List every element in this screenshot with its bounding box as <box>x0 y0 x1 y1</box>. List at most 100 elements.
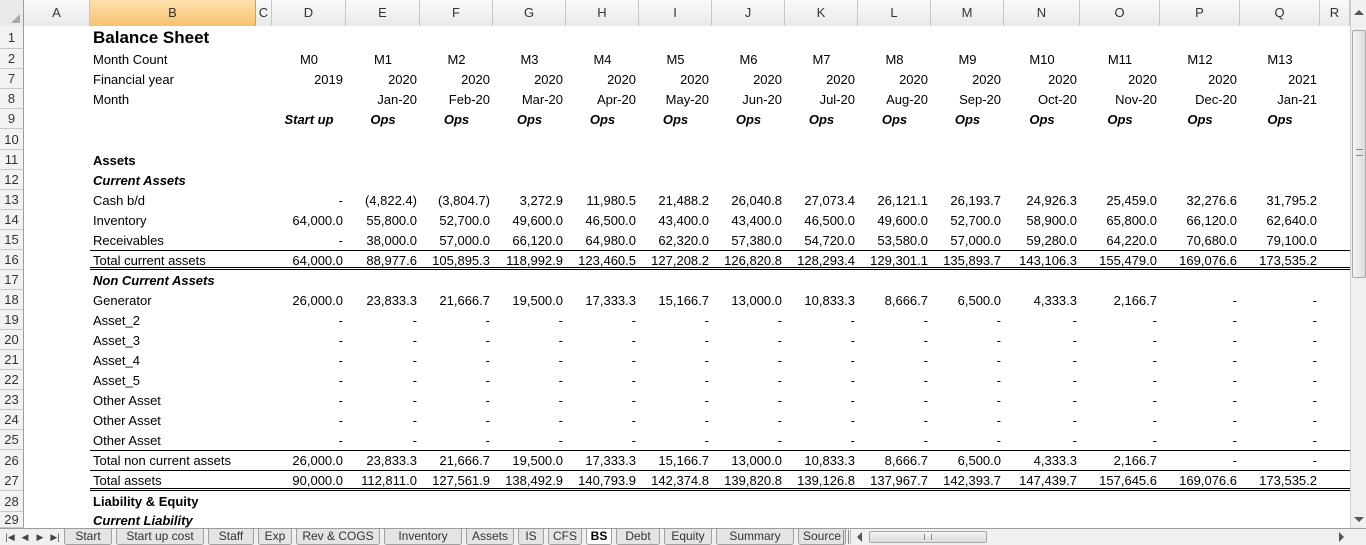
cell-H20[interactable]: - <box>631 332 636 348</box>
cell-P7[interactable]: 2020 <box>1208 71 1237 87</box>
cell-L20[interactable]: - <box>923 332 928 348</box>
sheet-tab-summary[interactable]: Summary <box>716 529 794 545</box>
cell-H7[interactable]: 2020 <box>607 71 636 87</box>
row-header-25[interactable]: 25 <box>0 430 24 450</box>
cell-N2[interactable]: M10 <box>1029 51 1055 67</box>
sheet-tab-source[interactable]: Source <box>798 529 846 545</box>
cell-G19[interactable]: - <box>558 312 563 328</box>
last-sheet-icon[interactable]: ▶| <box>50 532 60 542</box>
cell-R13[interactable]: 3 <box>1320 190 1350 210</box>
cell-F15[interactable]: 57,000.0 <box>439 232 490 248</box>
row-header-29[interactable]: 29 <box>0 512 24 528</box>
cell-M24[interactable]: - <box>996 412 1001 428</box>
cell-I2[interactable]: M5 <box>666 51 685 67</box>
cell-L7[interactable]: 2020 <box>899 71 928 87</box>
cell-G14[interactable]: 49,600.0 <box>512 212 563 228</box>
cell-E26[interactable]: 23,833.3 <box>366 453 417 468</box>
cell-Q27[interactable]: 173,535.2 <box>1259 473 1317 488</box>
cell-I22[interactable]: - <box>704 372 709 388</box>
cell-I16[interactable]: 127,208.2 <box>651 252 709 268</box>
cell-O15[interactable]: 64,220.0 <box>1106 232 1157 248</box>
cell-D15[interactable]: - <box>338 232 343 248</box>
column-header-P[interactable]: P <box>1160 0 1240 26</box>
cell-F7[interactable]: 2020 <box>461 71 490 87</box>
cell-P9[interactable]: Ops <box>1187 111 1213 127</box>
cell-Q26[interactable]: - <box>1312 453 1317 468</box>
row-header-27[interactable]: 27 <box>0 470 24 491</box>
cell-J20[interactable]: - <box>777 332 782 348</box>
cell-H25[interactable]: - <box>631 432 636 448</box>
column-header-E[interactable]: E <box>346 0 420 26</box>
cell-B14[interactable]: Inventory <box>93 212 147 228</box>
column-header-Q[interactable]: Q <box>1240 0 1320 26</box>
cell-B1[interactable]: Balance Sheet <box>93 27 210 47</box>
cell-O16[interactable]: 155,479.0 <box>1099 252 1157 268</box>
row-header-7[interactable]: 7 <box>0 69 24 89</box>
cell-P26[interactable]: - <box>1232 453 1237 468</box>
cell-G15[interactable]: 66,120.0 <box>512 232 563 248</box>
vertical-scroll-thumb[interactable] <box>1352 30 1366 278</box>
cell-I19[interactable]: - <box>704 312 709 328</box>
cell-K21[interactable]: - <box>850 352 855 368</box>
cell-J2[interactable]: M6 <box>739 51 758 67</box>
cell-B7[interactable]: Financial year <box>93 71 174 87</box>
column-header-D[interactable]: D <box>272 0 346 26</box>
cell-K25[interactable]: - <box>850 432 855 448</box>
cell-K16[interactable]: 128,293.4 <box>797 252 855 268</box>
cell-J14[interactable]: 43,400.0 <box>731 212 782 228</box>
cell-D21[interactable]: - <box>338 352 343 368</box>
cell-Q18[interactable]: - <box>1312 292 1317 308</box>
cell-M19[interactable]: - <box>996 312 1001 328</box>
row-header-23[interactable]: 23 <box>0 390 24 410</box>
scroll-down-icon[interactable] <box>1354 517 1364 522</box>
tab-split-handle[interactable] <box>843 530 849 544</box>
row-header-16[interactable]: 16 <box>0 250 24 270</box>
sheet-tab-inventory[interactable]: Inventory <box>384 529 462 545</box>
row-header-8[interactable]: 8 <box>0 89 24 109</box>
cell-N18[interactable]: 4,333.3 <box>1033 292 1077 308</box>
cell-G23[interactable]: - <box>558 392 563 408</box>
cell-P24[interactable]: - <box>1232 412 1237 428</box>
cell-L21[interactable]: - <box>923 352 928 368</box>
cell-O25[interactable]: - <box>1152 432 1157 448</box>
row-header-15[interactable]: 15 <box>0 230 24 250</box>
cell-E13[interactable]: (4,822.4) <box>364 192 417 208</box>
cell-N9[interactable]: Ops <box>1029 111 1055 127</box>
cell-B15[interactable]: Receivables <box>93 232 164 248</box>
cell-P8[interactable]: Dec-20 <box>1195 91 1237 107</box>
cell-J9[interactable]: Ops <box>735 111 762 127</box>
cell-G7[interactable]: 2020 <box>534 71 563 87</box>
cell-E16[interactable]: 88,977.6 <box>366 252 417 268</box>
cell-E7[interactable]: 2020 <box>388 71 417 87</box>
cell-G24[interactable]: - <box>558 412 563 428</box>
cell-N15[interactable]: 59,280.0 <box>1026 232 1077 248</box>
next-sheet-icon[interactable]: ▶ <box>36 532 44 542</box>
cell-M14[interactable]: 52,700.0 <box>950 212 1001 228</box>
cell-R2[interactable]: M <box>1320 49 1350 69</box>
cell-O13[interactable]: 25,459.0 <box>1106 192 1157 208</box>
cell-E2[interactable]: M1 <box>373 51 393 67</box>
cell-E15[interactable]: 38,000.0 <box>366 232 417 248</box>
cell-J24[interactable]: - <box>777 412 782 428</box>
cell-N27[interactable]: 147,439.7 <box>1019 473 1077 488</box>
cell-P20[interactable]: - <box>1232 332 1237 348</box>
cell-Q15[interactable]: 79,100.0 <box>1266 232 1317 248</box>
cell-F13[interactable]: (3,804.7) <box>437 192 490 208</box>
cell-L16[interactable]: 129,301.1 <box>870 252 928 268</box>
cell-B29[interactable]: Current Liability <box>93 512 193 528</box>
row-header-13[interactable]: 13 <box>0 190 24 210</box>
horizontal-scrollbar[interactable] <box>850 530 1350 544</box>
row-header-1[interactable]: 1 <box>0 26 24 49</box>
cell-N16[interactable]: 143,106.3 <box>1019 252 1077 268</box>
cell-I27[interactable]: 142,374.8 <box>651 473 709 488</box>
column-header-J[interactable]: J <box>712 0 785 26</box>
cell-Q2[interactable]: M13 <box>1267 51 1293 67</box>
cell-B23[interactable]: Other Asset <box>93 392 161 408</box>
scroll-left-icon[interactable] <box>857 532 862 542</box>
cell-O26[interactable]: 2,166.7 <box>1113 453 1157 468</box>
cell-O19[interactable]: - <box>1152 312 1157 328</box>
cell-Q25[interactable]: - <box>1312 432 1317 448</box>
first-sheet-icon[interactable]: |◀ <box>5 532 15 542</box>
cell-B28[interactable]: Liability & Equity <box>93 494 199 509</box>
scroll-up-icon[interactable] <box>1354 10 1364 15</box>
